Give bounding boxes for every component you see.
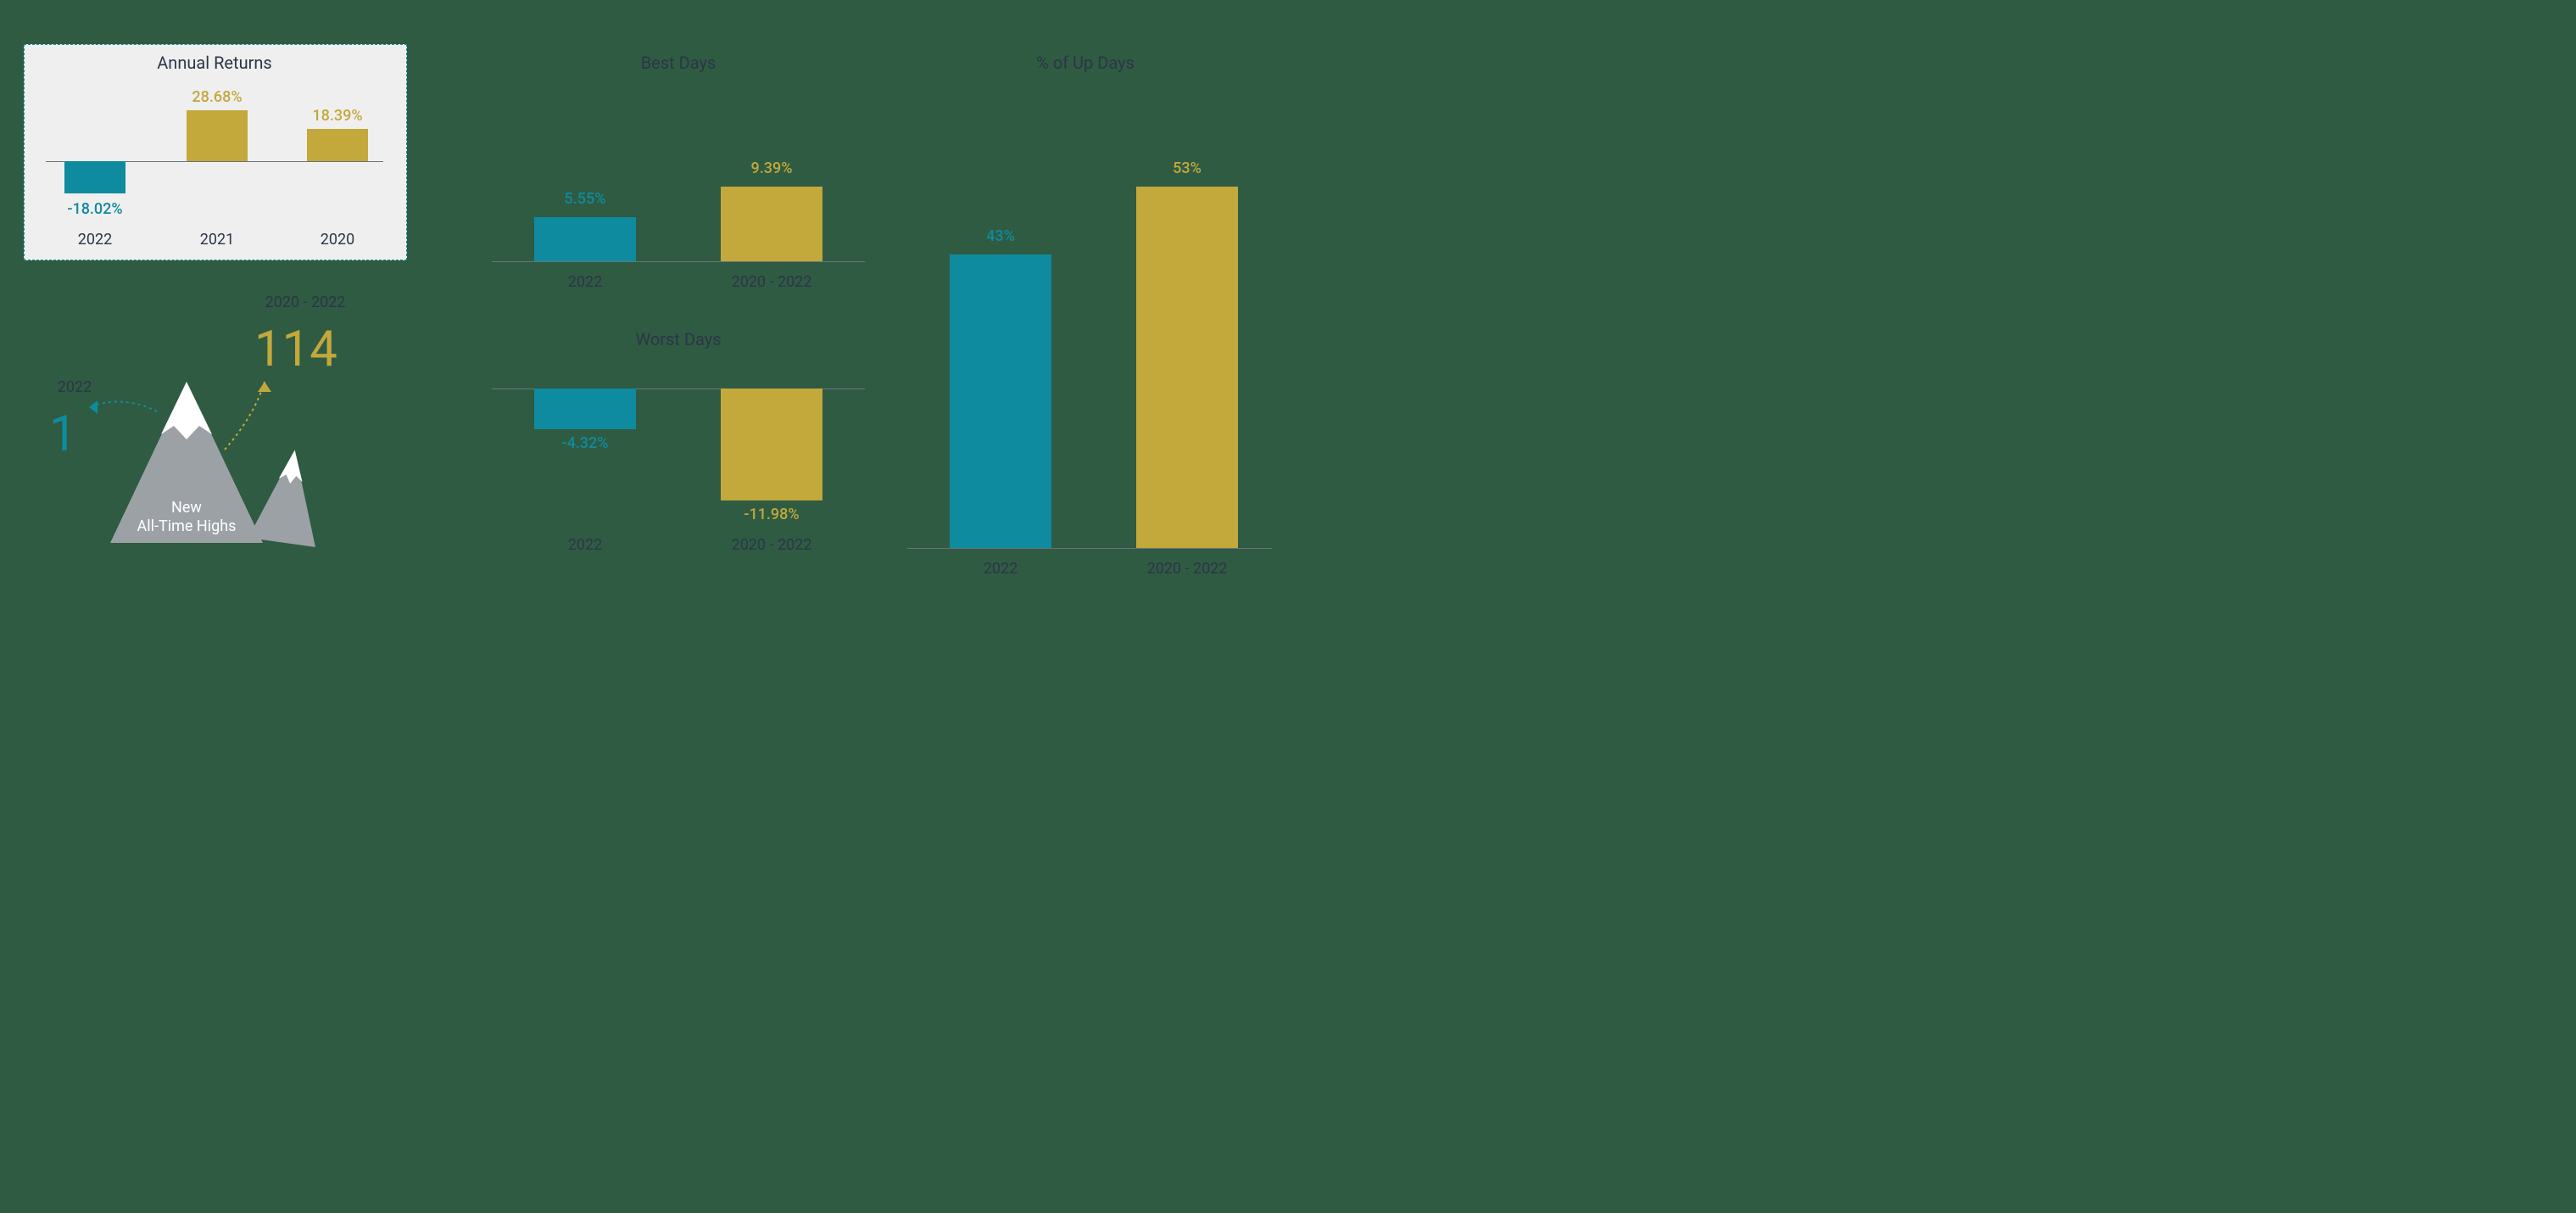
mountain-icon: New All-Time Highs (76, 348, 339, 568)
annual-returns-category: 2020 (261, 231, 414, 249)
annual-returns-value: -18.02% (36, 200, 154, 218)
best-days-title: Best Days (483, 53, 873, 73)
up-days-axis (907, 548, 1272, 549)
up-days-title: % of Up Days (899, 53, 1272, 73)
worst-days-category: 2022 (509, 536, 661, 554)
annual-returns-bar (187, 110, 248, 161)
up-days-value: 53% (1128, 159, 1246, 177)
best-days-bar (721, 187, 822, 261)
worst-days-value: -4.32% (526, 434, 644, 452)
annual-returns-bar (307, 129, 368, 161)
worst-days-category: 2020 - 2022 (695, 536, 848, 554)
up-days-category: 2022 (924, 560, 1077, 578)
ath-label-range: 2020 - 2022 (237, 293, 373, 311)
annual-returns-title: Annual Returns (24, 53, 405, 73)
best-days-bar (534, 217, 636, 261)
best-days-axis (492, 261, 865, 262)
worst-days-title: Worst Days (483, 329, 873, 349)
best-days-value: 5.55% (526, 190, 644, 208)
annual-returns-value: 28.68% (158, 88, 276, 106)
annual-returns-bar (64, 161, 125, 193)
up-days-bar (1136, 187, 1238, 548)
ath-value-2022: 1 (49, 405, 77, 463)
svg-text:New: New (171, 499, 202, 517)
up-days-value: 43% (941, 227, 1060, 245)
worst-days-bar (534, 388, 636, 429)
up-days-bar (950, 254, 1051, 548)
up-days-category: 2020 - 2022 (1111, 560, 1263, 578)
worst-days-value: -11.98% (712, 506, 831, 523)
best-days-category: 2022 (509, 273, 661, 291)
best-days-category: 2020 - 2022 (695, 273, 848, 291)
annual-returns-value: 18.39% (278, 107, 397, 125)
svg-text:All-Time Highs: All-Time Highs (137, 517, 237, 535)
best-days-value: 9.39% (712, 159, 831, 177)
worst-days-bar (721, 388, 822, 500)
